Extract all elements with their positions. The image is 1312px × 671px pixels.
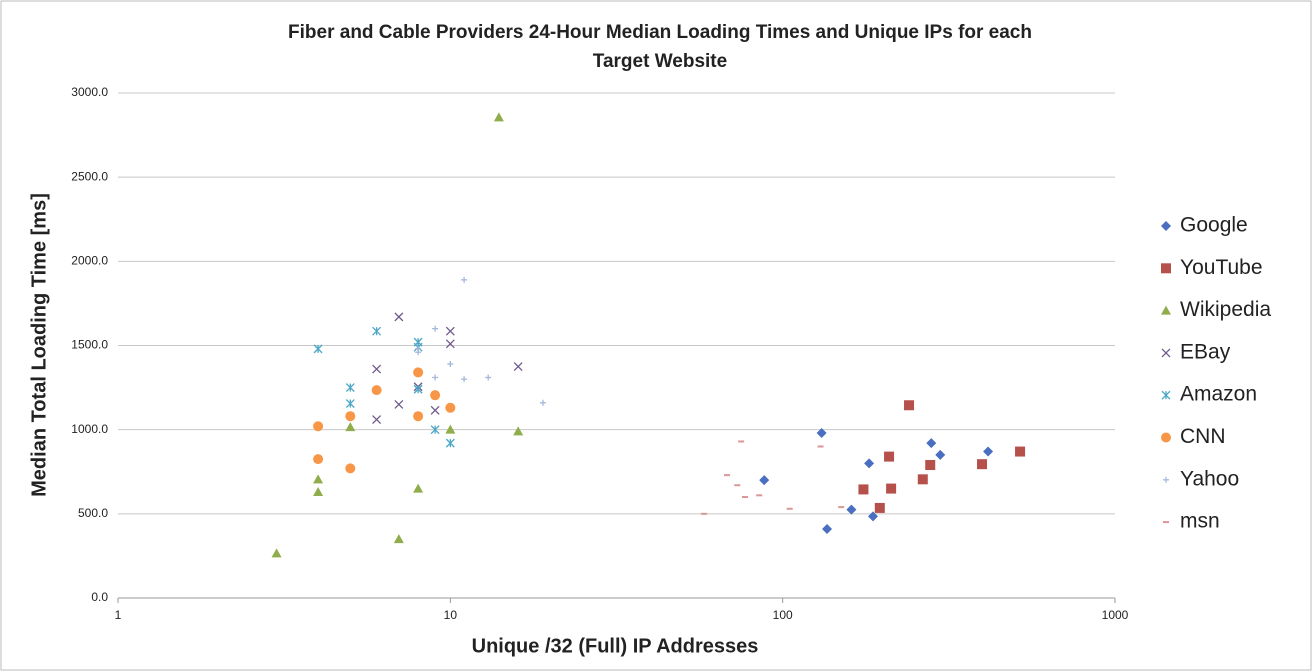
- point-stroke: [1161, 348, 1171, 358]
- point: [313, 454, 324, 465]
- point: [904, 400, 915, 411]
- point: [759, 475, 770, 486]
- chart-title: Fiber and Cable Providers 24-Hour Median…: [288, 22, 1032, 72]
- point: [345, 399, 355, 409]
- point: [983, 446, 994, 457]
- point: [874, 502, 885, 513]
- point: [313, 474, 324, 484]
- legend-label: Wikipedia: [1180, 298, 1271, 321]
- point: [513, 426, 524, 436]
- legend-label: Yahoo: [1180, 467, 1239, 490]
- point: [394, 312, 404, 322]
- point-stroke: [513, 362, 523, 372]
- point: [445, 339, 455, 349]
- point: [345, 383, 355, 393]
- point: [345, 463, 356, 474]
- point: [394, 399, 404, 409]
- legend-marker: [1161, 432, 1171, 443]
- point: [372, 415, 382, 425]
- legend-label: Google: [1180, 214, 1248, 237]
- y-tick-label: 0.0: [91, 590, 108, 604]
- point: [432, 374, 439, 381]
- y-tick-label: 2500.0: [71, 169, 108, 183]
- point: [271, 548, 282, 558]
- legend-marker: [1161, 348, 1171, 358]
- x-tick-label: 100: [773, 608, 793, 622]
- legend-marker: [1161, 221, 1171, 231]
- point: [886, 483, 897, 494]
- point: [415, 349, 422, 356]
- legend-marker: [1161, 390, 1171, 400]
- point: [413, 367, 424, 378]
- point-stroke: [445, 339, 455, 349]
- point-stroke: [430, 405, 440, 415]
- point: [917, 474, 928, 485]
- legend-marker: [1163, 476, 1169, 483]
- point: [313, 344, 323, 354]
- legend-label: YouTube: [1180, 256, 1263, 279]
- point: [868, 511, 879, 522]
- point: [977, 459, 988, 470]
- point: [816, 428, 827, 439]
- y-tick-label: 1000.0: [71, 422, 108, 436]
- point: [413, 384, 423, 394]
- point-stroke: [372, 364, 382, 374]
- point: [539, 399, 546, 406]
- x-axis-title: Unique /32 (Full) IP Addresses: [472, 635, 759, 657]
- point: [926, 438, 937, 449]
- point: [372, 364, 382, 374]
- x-tick-label: 1000: [1102, 608, 1129, 622]
- x-tick-label: 10: [444, 608, 458, 622]
- point: [345, 411, 356, 422]
- legend-label: CNN: [1180, 425, 1226, 448]
- point: [925, 460, 936, 471]
- point: [345, 422, 356, 432]
- point: [935, 449, 946, 460]
- point: [858, 484, 869, 495]
- point: [864, 458, 875, 469]
- point: [445, 402, 456, 413]
- point-stroke: [394, 399, 404, 409]
- point-stroke: [394, 312, 404, 322]
- point: [430, 405, 440, 415]
- x-tick-label: 1: [115, 608, 122, 622]
- point: [430, 425, 440, 435]
- point: [461, 376, 468, 383]
- point: [461, 276, 468, 283]
- y-tick-label: 1500.0: [71, 338, 108, 352]
- point: [313, 421, 324, 432]
- point: [413, 483, 424, 493]
- legend-label: msn: [1180, 510, 1220, 533]
- point: [371, 385, 382, 396]
- point: [430, 390, 441, 401]
- point: [393, 534, 404, 544]
- point: [884, 451, 895, 462]
- point: [485, 374, 492, 381]
- point: [1015, 446, 1026, 457]
- point: [432, 325, 439, 332]
- legend-label: EBay: [1180, 340, 1231, 363]
- point: [822, 523, 833, 534]
- point: [445, 326, 455, 336]
- point-stroke: [372, 415, 382, 425]
- legend-marker: [1161, 263, 1171, 274]
- y-tick-label: 2000.0: [71, 254, 108, 268]
- point: [493, 112, 504, 122]
- legend-label: Amazon: [1180, 383, 1257, 406]
- y-tick-label: 500.0: [78, 506, 108, 520]
- point-stroke: [445, 326, 455, 336]
- point: [447, 361, 454, 368]
- point: [445, 424, 456, 434]
- point: [846, 504, 857, 515]
- y-axis-title: Median Total Loading Time [ms]: [28, 193, 50, 497]
- legend-marker: [1161, 305, 1171, 315]
- point: [313, 486, 324, 496]
- point: [445, 438, 455, 448]
- point: [372, 326, 382, 336]
- point: [413, 411, 424, 422]
- point: [513, 362, 523, 372]
- y-tick-label: 3000.0: [71, 85, 108, 99]
